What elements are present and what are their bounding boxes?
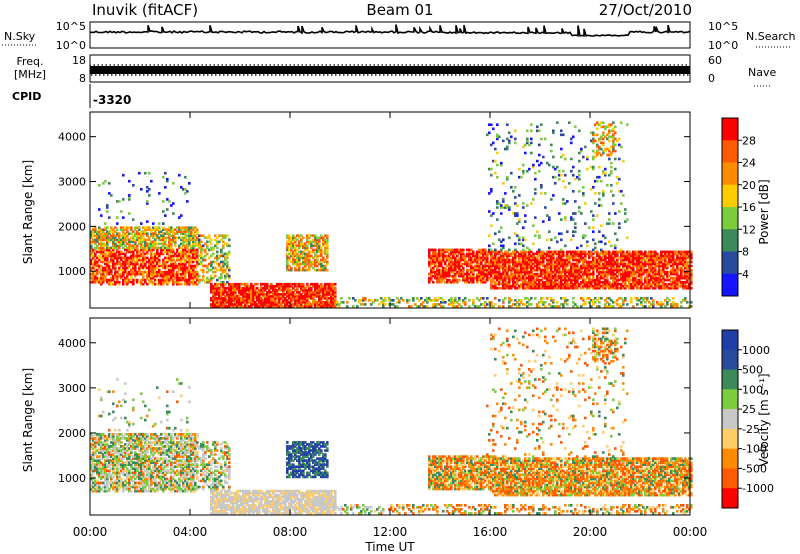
freq-label-line2: [MHz] (14, 68, 46, 81)
time-tick-label: 20:00 (573, 525, 608, 539)
power-colorbar-tick-label: 8 (742, 246, 749, 259)
velocity-colorbar-tick-label: -1000 (742, 482, 774, 495)
power-colorbar-swatch (722, 140, 738, 163)
nsearch-tick-top: 10^5 (708, 20, 738, 33)
power-y-axis: 1000 2000 3000 4000 (58, 131, 690, 278)
time-x-axis: 00:00 04:00 08:00 12:00 16:00 20:00 00:00 (73, 112, 708, 539)
nave-label: Nave (748, 66, 776, 79)
power-colorbar: 4 8 12 16 20 24 28 (721, 117, 756, 297)
time-tick-label: 00:00 (673, 525, 708, 539)
velocity-colorbar-frame (721, 329, 739, 509)
nsky-tick-bottom: 10^0 (56, 39, 86, 52)
velocity-colorbar-swatch (722, 468, 738, 489)
velocity-y-tick-label: 3000 (58, 382, 86, 395)
velocity-colorbar-swatch (722, 369, 738, 390)
power-colorbar-tick-label: 20 (742, 179, 756, 192)
power-colorbar-tick-label: 24 (742, 157, 756, 170)
velocity-colorbar-swatch (722, 389, 738, 410)
nsky-label: N.Sky (4, 30, 36, 43)
velocity-y-tick-label: 1000 (58, 472, 86, 485)
velocity-y-tick-label: 2000 (58, 427, 86, 440)
power-colorbar-swatch (722, 118, 738, 141)
freq-label-line1: Freq. (16, 55, 43, 68)
cpid-value: -3320 (93, 93, 131, 107)
freq-trace (89, 63, 690, 77)
velocity-colorbar-tick-label: 100 (742, 383, 763, 396)
nave-tick-top: 60 (708, 54, 722, 67)
velocity-colorbar-swatch (722, 330, 738, 351)
velocity-colorbar-swatch (722, 428, 738, 450)
velocity-y-tick-label: 4000 (58, 337, 86, 350)
power-colorbar-swatch (722, 273, 738, 297)
time-tick-label: 04:00 (173, 525, 208, 539)
power-colorbar-tick-label: 28 (742, 134, 756, 147)
nsearch-tick-bottom: 10^0 (708, 39, 738, 52)
nsky-tick-top: 10^5 (56, 20, 86, 33)
power-ylabel: Slant Range [km] (21, 160, 35, 264)
power-colorbar-swatch (722, 207, 738, 230)
nave-tick-bottom: 0 (708, 72, 715, 85)
time-tick-label: 12:00 (373, 525, 408, 539)
velocity-colorbar-tick-label: -25 (742, 423, 760, 436)
velocity-ylabel: Slant Range [km] (21, 368, 35, 472)
power-y-tick-label: 4000 (58, 131, 86, 144)
velocity-colorbar-tick-label: 1000 (742, 344, 770, 357)
power-y-tick-label: 2000 (58, 220, 86, 233)
nsky-trace (90, 24, 691, 37)
velocity-colorbar-swatch (722, 448, 738, 469)
velocity-colorbar-tick-label: -100 (742, 443, 767, 456)
nsky-frame (89, 21, 691, 49)
velocity-colorbar-tick-label: -500 (742, 462, 767, 475)
power-panel-cells (90, 121, 693, 308)
velocity-panel-cells (90, 327, 693, 515)
power-y-tick-label: 3000 (58, 176, 86, 189)
velocity-colorbar-swatch (722, 409, 738, 430)
beam-title: Beam 01 (366, 1, 433, 19)
velocity-colorbar-tick-label: 500 (742, 364, 763, 377)
time-tick-label: 08:00 (273, 525, 308, 539)
station-title: Inuvik (fitACF) (92, 1, 198, 19)
velocity-colorbar-swatch (722, 488, 738, 509)
power-y-tick-label: 1000 (58, 265, 86, 278)
power-colorbar-swatch (722, 184, 738, 208)
power-colorbar-tick-label: 16 (742, 201, 756, 214)
velocity-colorbar: 1000 500 100 25 -25 -100 -500 -1000 (721, 329, 774, 509)
freq-tick-top: 18 (72, 54, 86, 67)
cpid-label: CPID (12, 90, 41, 103)
power-colorbar-swatch (722, 229, 738, 252)
nsearch-label: N.Search (746, 30, 796, 43)
velocity-colorbar-tick-label: 25 (742, 403, 756, 416)
power-colorbar-swatch (722, 162, 738, 186)
time-tick-label: 00:00 (73, 525, 108, 539)
velocity-colorbar-swatch (722, 349, 738, 371)
freq-tick-bottom: 8 (79, 72, 86, 85)
power-colorbar-label: Power [dB] (757, 179, 771, 244)
time-xlabel: Time UT (364, 540, 415, 554)
power-colorbar-tick-label: 12 (742, 223, 756, 236)
time-tick-label: 16:00 (473, 525, 508, 539)
power-colorbar-swatch (722, 251, 738, 275)
power-colorbar-tick-label: 4 (742, 268, 749, 281)
date-title: 27/Oct/2010 (599, 1, 692, 19)
velocity-y-axis: 1000 2000 3000 4000 (58, 337, 690, 485)
velocity-colorbar-label: Velocity [m s⁻¹] (757, 373, 771, 466)
